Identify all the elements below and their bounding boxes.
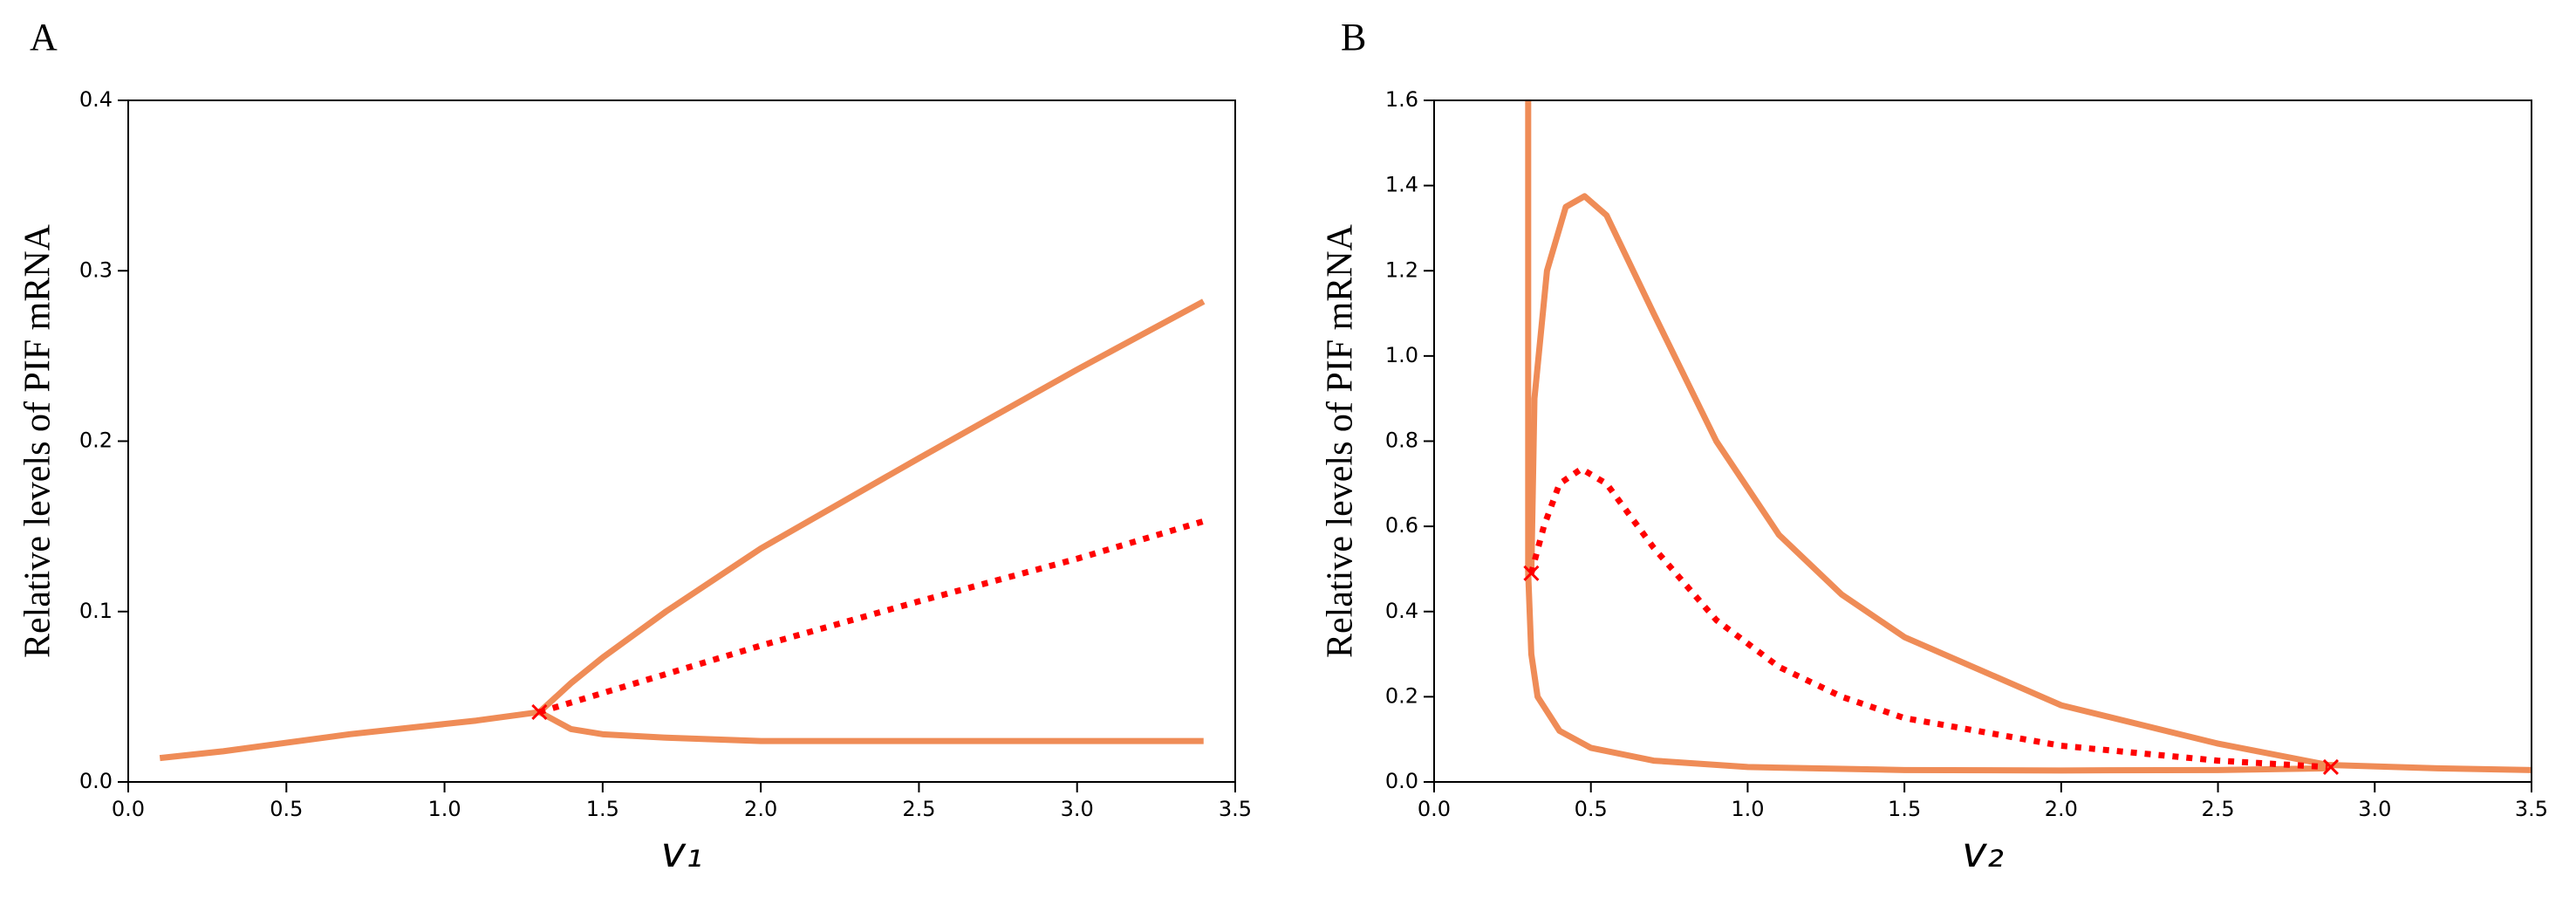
stable-branch — [159, 709, 1204, 762]
x-tick-label: 2.0 — [744, 797, 777, 821]
x-tick-label: 1.0 — [427, 797, 461, 821]
x-tick-label: 3.5 — [2515, 797, 2548, 821]
x-tick-label: 1.5 — [1888, 797, 1921, 821]
stable-branch — [1527, 193, 2532, 773]
y-axis-label: Relative levels of PIF mRNA — [1321, 223, 1361, 658]
bifurcation-point — [531, 703, 548, 721]
y-tick-label: 1.0 — [1385, 343, 1418, 367]
stable-branch — [1525, 572, 2328, 774]
y-tick-label: 1.6 — [1385, 87, 1418, 112]
y-tick-label: 0.3 — [79, 257, 113, 282]
y-tick-label: 0.0 — [1385, 769, 1418, 793]
x-tick-label: 0.0 — [112, 797, 145, 821]
y-axis-label: Relative levels of PIF mRNA — [18, 223, 58, 658]
x-tick-label: 1.0 — [1731, 797, 1764, 821]
x-tick-label: 3.0 — [1061, 797, 1094, 821]
y-tick-label: 0.4 — [1385, 599, 1418, 623]
unstable-branch — [1528, 465, 2328, 771]
x-axis-label: v₂ — [1962, 828, 2004, 877]
y-tick-label: 0.2 — [1385, 683, 1418, 708]
y-tick-label: 0.4 — [79, 87, 113, 112]
plot-frame — [1433, 99, 2532, 783]
y-tick-label: 1.2 — [1385, 257, 1418, 282]
y-tick-label: 0.8 — [1385, 429, 1418, 453]
stable-branch — [536, 298, 1206, 715]
unstable-branch — [538, 518, 1205, 716]
y-tick-label: 0.6 — [1385, 513, 1418, 538]
bifurcation-point — [2322, 758, 2340, 775]
x-tick-label: 2.5 — [902, 797, 935, 821]
y-tick-label: 0.1 — [79, 599, 113, 623]
x-tick-label: 1.5 — [586, 797, 619, 821]
x-tick-label: 0.5 — [1575, 797, 1608, 821]
bifurcation-point — [1523, 565, 1540, 581]
x-tick-label: 3.0 — [2358, 797, 2391, 821]
x-axis-label: v₁ — [661, 828, 703, 877]
panel-label: B — [1341, 16, 1366, 58]
y-tick-label: 0.0 — [79, 769, 113, 793]
x-tick-label: 0.0 — [1418, 797, 1451, 821]
x-tick-label: 2.0 — [2045, 797, 2078, 821]
panel-label: A — [30, 16, 58, 58]
x-tick-label: 3.5 — [1219, 797, 1252, 821]
x-tick-label: 2.5 — [2201, 797, 2234, 821]
y-tick-label: 0.2 — [79, 429, 113, 453]
x-tick-label: 0.5 — [270, 797, 303, 821]
plot-frame — [127, 99, 1236, 783]
y-tick-label: 1.4 — [1385, 173, 1418, 197]
